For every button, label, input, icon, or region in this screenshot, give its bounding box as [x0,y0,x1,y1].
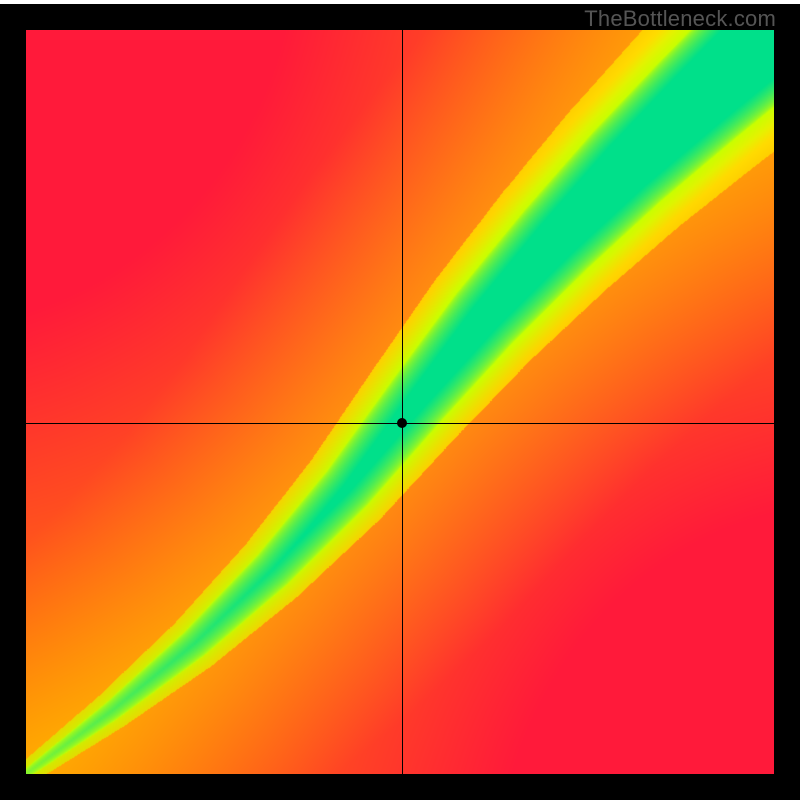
crosshair-marker [397,418,407,428]
chart-frame [26,30,774,774]
plot-area [26,30,774,774]
heatmap-canvas [26,30,774,774]
crosshair-vertical [402,30,403,774]
watermark-text: TheBottleneck.com [584,6,776,32]
chart-container: TheBottleneck.com [0,0,800,800]
